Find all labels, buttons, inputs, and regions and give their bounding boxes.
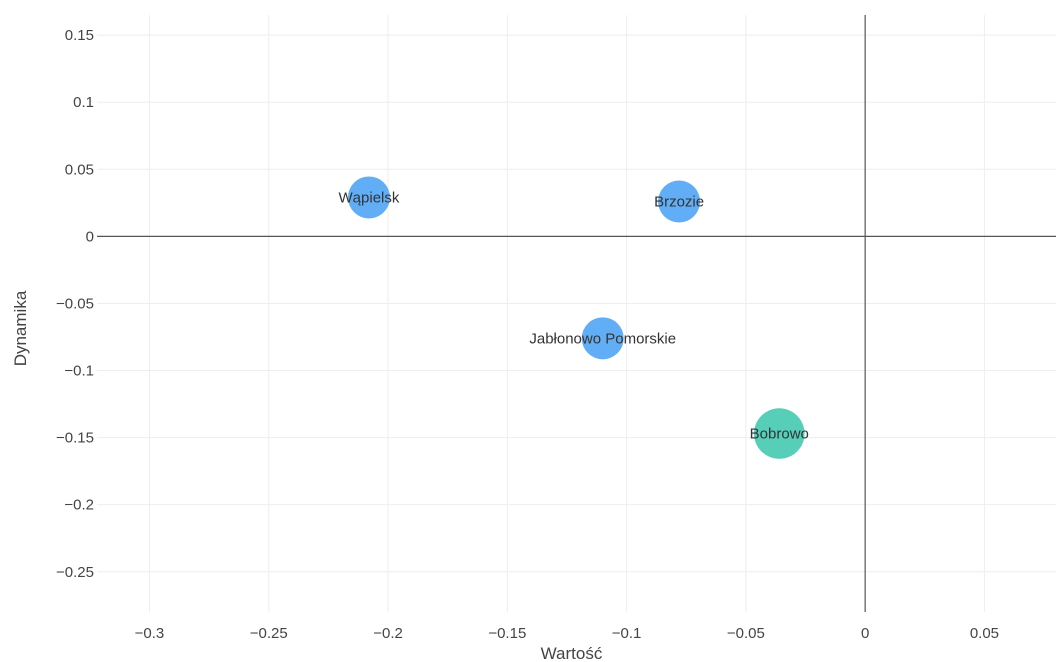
- y-tick-label: −0.15: [56, 430, 94, 447]
- data-point-label: Wąpielsk: [339, 189, 400, 206]
- x-tick-label: −0.1: [612, 625, 642, 642]
- grid-lines: [97, 15, 1056, 612]
- y-tick-label: −0.2: [64, 497, 94, 514]
- x-tick-label: −0.15: [488, 625, 526, 642]
- x-tick-label: 0.05: [970, 625, 999, 642]
- x-tick-label: −0.05: [727, 625, 765, 642]
- data-point[interactable]: [753, 408, 805, 459]
- data-point-label: Jabłonowo Pomorskie: [529, 330, 676, 347]
- data-point[interactable]: [581, 317, 624, 360]
- y-axis-title: Dynamika: [11, 290, 30, 366]
- x-axis-title: Wartość: [541, 644, 603, 662]
- x-tick-label: −0.2: [373, 625, 403, 642]
- data-points: Wąpielsk Brzozie Jabłonowo Pomorskie Bobrow…: [339, 176, 809, 459]
- y-tick-label: 0: [86, 228, 94, 245]
- y-tick-label: 0.15: [65, 27, 94, 44]
- tick-labels: −0.3 −0.25 −0.2 −0.15 −0.1 −0.05 0 0.05 0.15 0.1 0…: [56, 27, 999, 642]
- y-tick-label: −0.05: [56, 295, 94, 312]
- x-tick-label: 0: [861, 625, 869, 642]
- data-point[interactable]: [347, 176, 390, 219]
- data-point[interactable]: [658, 180, 701, 223]
- data-point-label: Brzozie: [654, 193, 704, 210]
- x-tick-label: −0.25: [250, 625, 288, 642]
- y-tick-label: −0.25: [56, 564, 94, 581]
- data-point-label: Bobrowo: [750, 426, 809, 443]
- x-tick-label: −0.3: [135, 625, 165, 642]
- zero-lines: [97, 15, 1056, 612]
- y-tick-label: −0.1: [64, 363, 94, 380]
- y-tick-label: 0.1: [73, 94, 94, 111]
- y-tick-label: 0.05: [65, 161, 94, 178]
